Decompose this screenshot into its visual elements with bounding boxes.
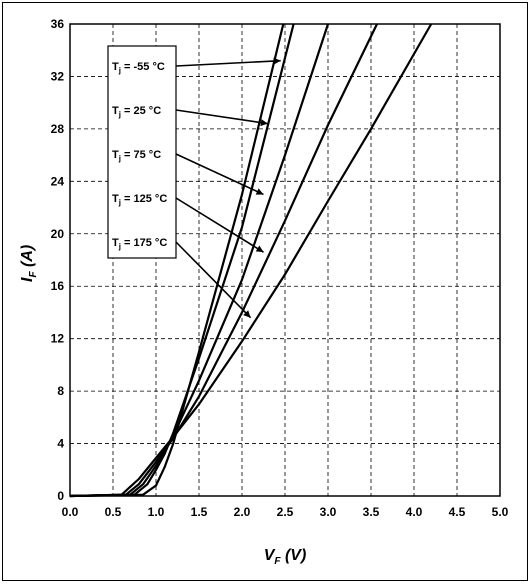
y-tick-label: 8 [57,384,64,398]
y-axis-label-main: I [19,277,36,282]
y-tick-label: 32 [51,69,65,83]
x-tick-label: 1.0 [148,505,165,519]
x-axis-label-sub: F [274,556,281,567]
y-tick-label: 0 [57,489,64,503]
y-tick-labels: 0 4 8 12 16 20 24 28 32 36 [51,17,65,503]
y-tick-label: 20 [51,227,65,241]
y-axis-label: IF (A) [19,245,39,282]
x-tick-label: 0.5 [105,505,122,519]
y-tick-label: 4 [57,437,64,451]
legend: Tj = -55 °C Tj = 25 °C Tj = 75 °C Tj = 125 … [107,45,281,319]
x-tick-label: 3.0 [320,505,337,519]
legend-entry-3: Tj = 125 °C [112,193,167,207]
legend-entry-1: Tj = 25 °C [112,105,161,119]
annotation-arrow-4 [175,241,252,319]
y-axis-label-unit: (A) [19,245,36,272]
y-tick-label: 16 [51,279,65,293]
x-tick-label: 2.5 [277,505,294,519]
annotation-arrow-3 [175,197,264,253]
series-line-4 [69,23,433,498]
annotation-arrowhead-3 [255,245,264,253]
chart-frame [2,2,528,581]
series-line-1 [69,23,295,498]
annotation-arrow-1 [175,109,268,125]
x-tick-labels: 0.0 0.5 1.0 1.5 2.0 2.5 3.0 3.5 4.0 4.5 5.0 [62,505,509,519]
plot-border [69,23,501,497]
y-tick-label: 36 [51,17,65,31]
y-tick-label: 12 [51,332,65,346]
annotation-arrowhead-2 [255,188,264,195]
series-lines [69,23,433,498]
x-tick-label: 0.0 [62,505,79,519]
annotation-arrow-2 [175,153,264,196]
y-tick-label: 28 [51,122,65,136]
legend-entry-0: Tj = -55 °C [112,61,165,75]
x-tick-label: 4.5 [449,505,466,519]
x-axis-label-unit: (V) [281,547,307,564]
annotation-arrowhead-1 [260,119,268,127]
annotation-arrowhead-4 [243,310,251,318]
x-tick-label: 1.5 [191,505,208,519]
x-axis-label: VF (V) [264,547,307,567]
annotation-arrow-0 [175,59,281,67]
legend-entry-4: Tj = 175 °C [112,237,167,251]
x-tick-label: 5.0 [492,505,509,519]
x-tick-label: 2.0 [234,505,251,519]
x-axis-label-main: V [264,547,276,564]
series-line-0 [69,23,285,498]
legend-box [107,45,177,259]
annotation-arrowhead-0 [273,57,281,65]
y-axis-label-sub: F [28,271,39,278]
x-tick-label: 4.0 [406,505,423,519]
legend-entry-2: Tj = 75 °C [112,149,161,163]
x-tick-label: 3.5 [363,505,380,519]
series-line-3 [69,23,378,498]
y-tick-label: 24 [51,174,65,188]
